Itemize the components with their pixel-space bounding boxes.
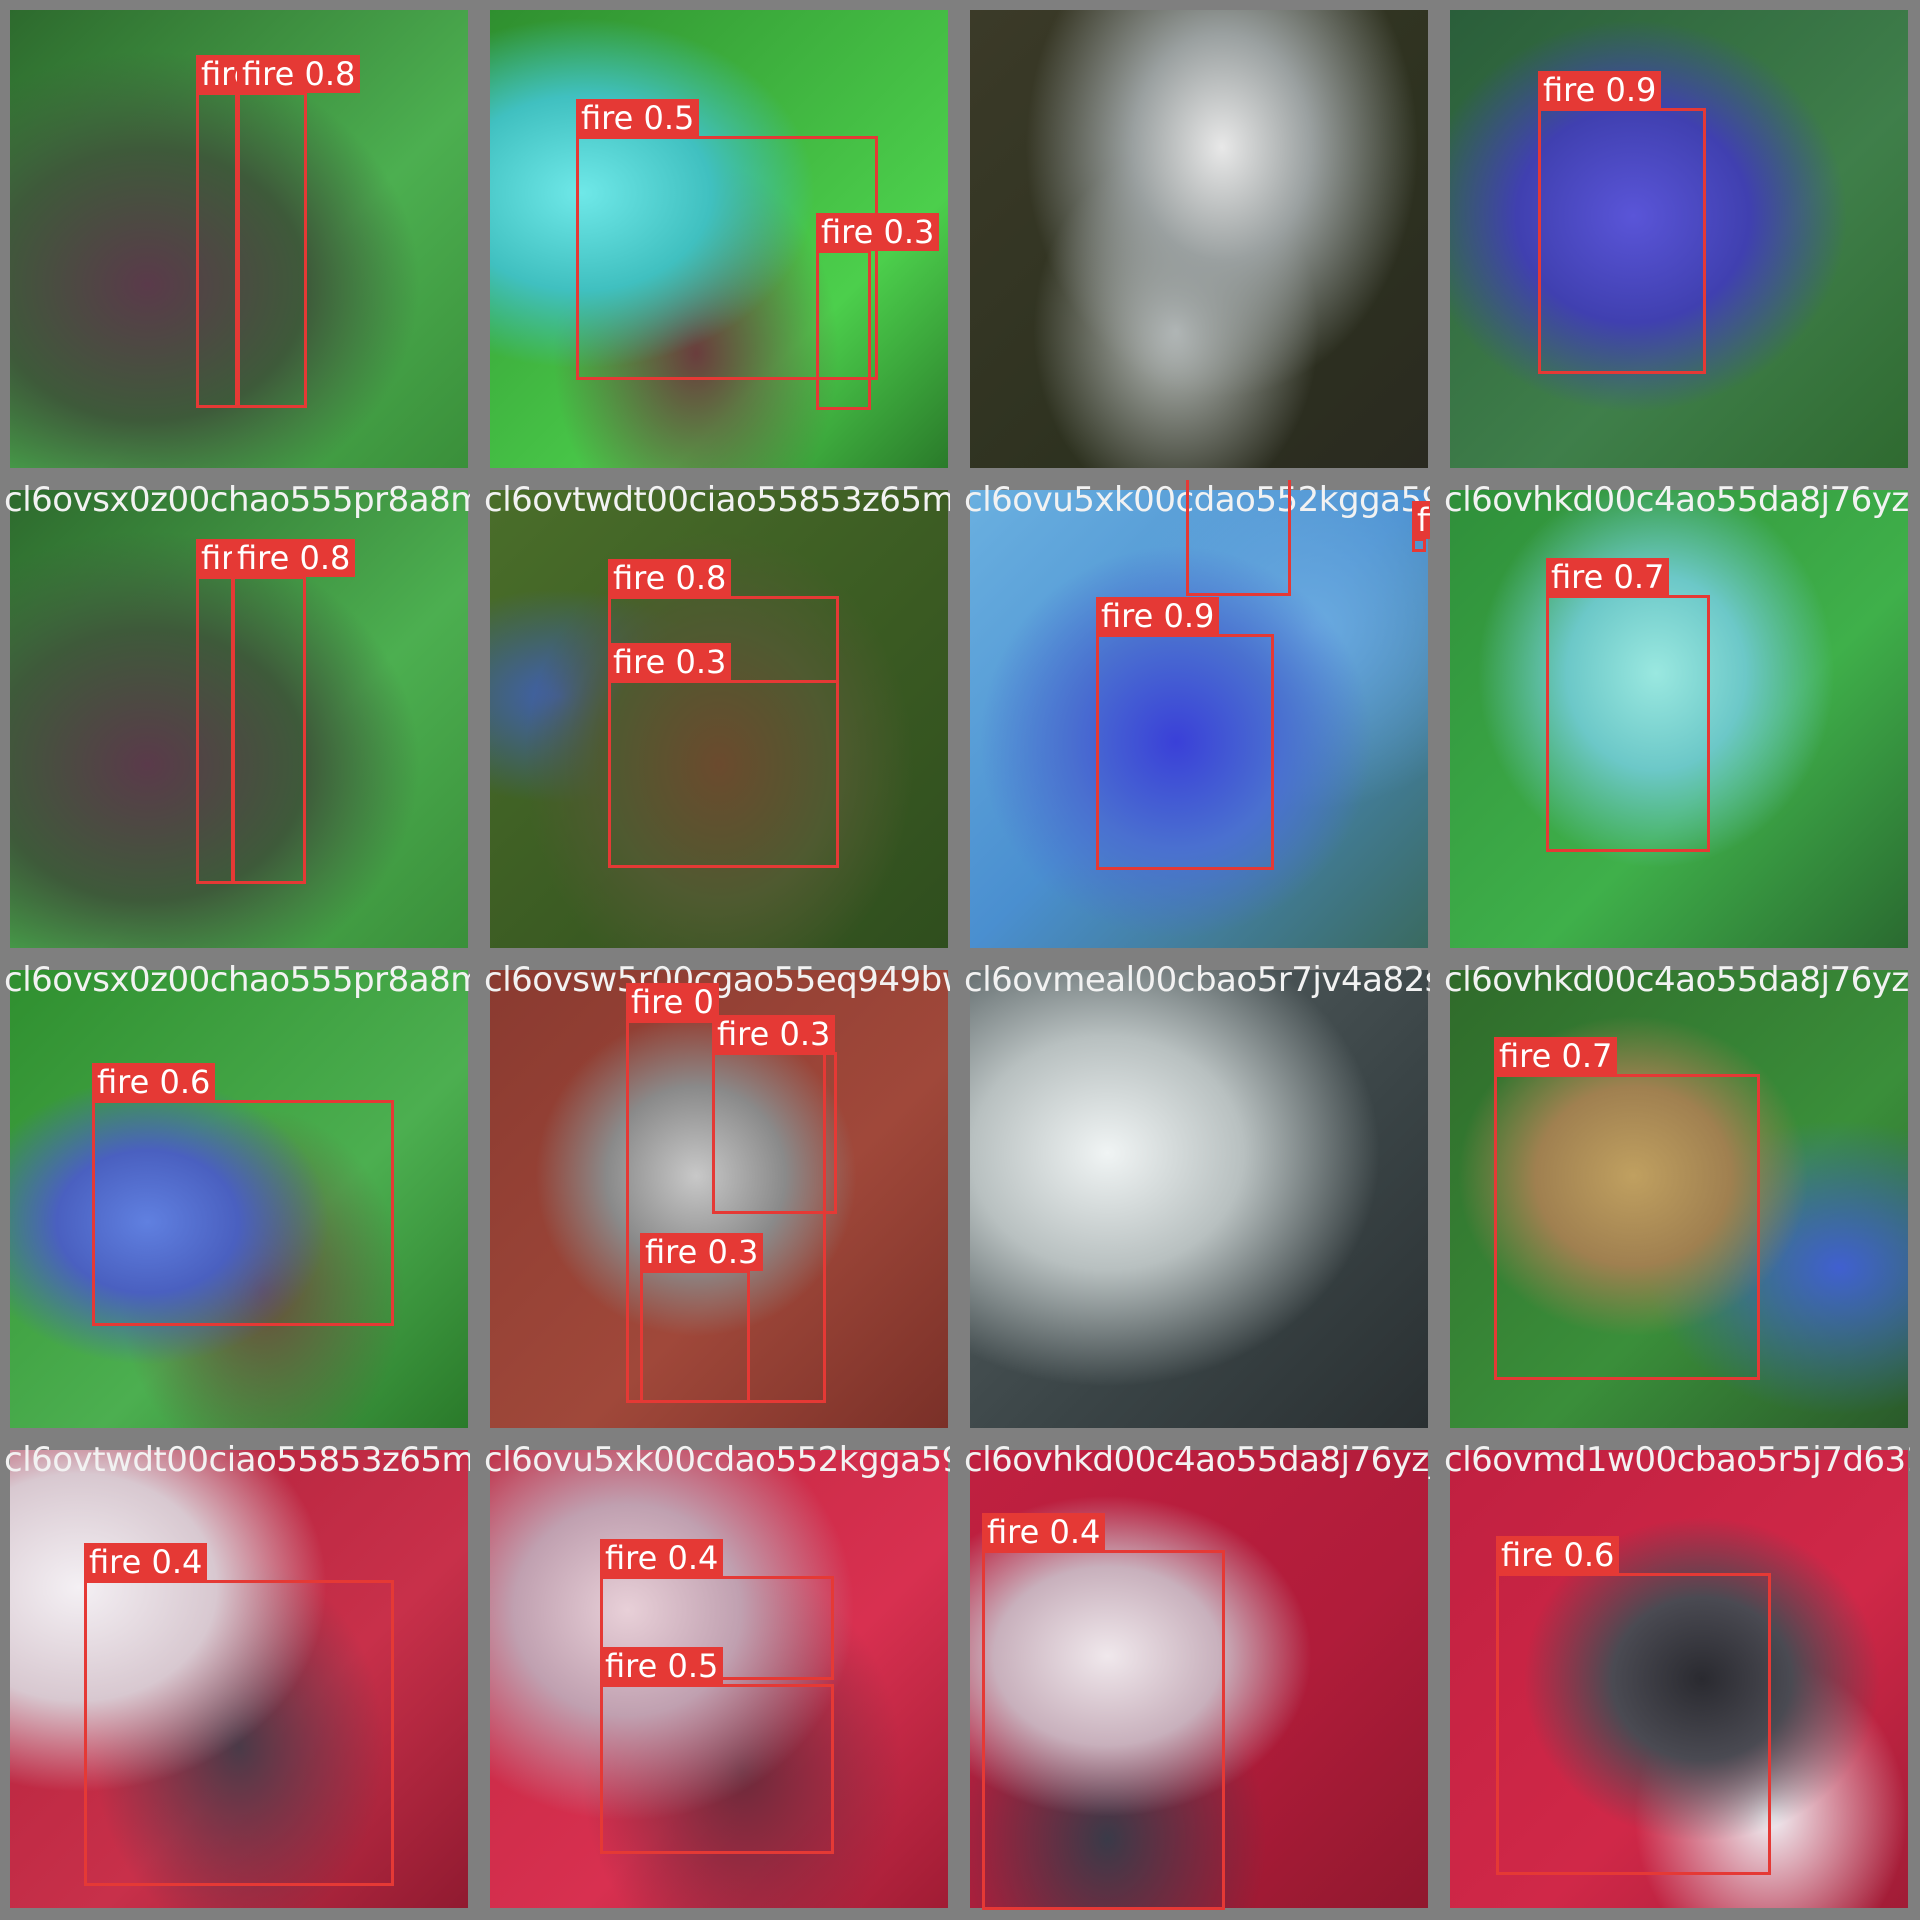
detection-label: fire 0.8 (232, 539, 356, 577)
detection-box: fire 0.5 (600, 1647, 834, 1854)
detection-box: fire 0.4 (600, 1539, 834, 1680)
detection-label: fire 0.3 (640, 1233, 764, 1271)
image-tile: fire 0.5 fire 0.3 (480, 0, 950, 470)
detection-box: fire 0.4 (84, 1543, 394, 1886)
detection-label: fire 0.8 (608, 559, 732, 597)
satellite-image (1450, 490, 1908, 948)
detection-box: fire 0.3 (640, 1233, 764, 1403)
image-tile: cl6ovu5xk00cdao552kgga59g_l1_TRUE_COLORf… (960, 480, 1430, 950)
image-tile: cl6ovsx0z00chao555pr8a8md_l4_FALSE_COLOR… (0, 480, 470, 950)
detection-label: fire 0.5 (600, 1647, 724, 1685)
image-tile: cl6ovsw5r00cgao55eq949bw6_l1_TRUE_COLORf… (480, 960, 950, 1430)
detection-label: fire 0.8 (237, 55, 361, 93)
detection-box: fire 0.7 (1546, 558, 1710, 852)
detection-label: fire 0.7 (1546, 558, 1670, 596)
image-tile: cl6ovmd1w00cbao5r5j7d631zt_l1_TRUE_COLOR… (1440, 1440, 1910, 1910)
detection-box: fire 0.7 (196, 539, 320, 884)
detection-box: fire 0.4 (982, 1513, 1225, 1910)
satellite-image (970, 970, 1428, 1428)
detection-label: fire 0.3 (712, 1015, 836, 1053)
image-tile: cl6ovmeal00cbao5r7jv4a82sl_l4_FALSE_COLO… (960, 960, 1430, 1430)
detection-box: fire 0.4 (1186, 480, 1291, 596)
detection-label: fire 0.9 (1096, 597, 1220, 635)
satellite-image (1450, 10, 1908, 468)
image-tile: cl6ovtwdt00ciao55853z65mc fire 0.4 (0, 1440, 470, 1910)
detection-label: fire 0.9 (1538, 71, 1662, 109)
detection-label: fire 0.4 (600, 1539, 724, 1577)
image-tile: cl6ovhkd00c4ao55da8j76yz fire 0.7 (1440, 960, 1910, 1430)
detection-label: fire 0.5 (576, 99, 700, 137)
detection-box: fire 0.8 (232, 539, 356, 884)
detection-box: fire 0.9 (1538, 71, 1706, 374)
detection-box: fire 0.5 (576, 99, 878, 380)
image-tile: cl6ovtwdt00ciao55853z65mc_l6_SWIR_jpgfir… (480, 480, 950, 950)
detection-label: fire 0.6 (92, 1063, 216, 1101)
image-tile: cl6ovhkd00c4ao55da8j76yz fire 0.7 (1440, 480, 1910, 950)
detection-box: fire 0.6 (1496, 1536, 1771, 1875)
satellite-image (970, 10, 1428, 468)
detection-box: fire 0.9 (1096, 597, 1274, 870)
detection-label: fire 0.3 (816, 213, 940, 251)
detection-label: fire 0.4 (84, 1543, 208, 1581)
image-tile: fire 0.9 (1440, 0, 1910, 470)
detection-box: fire 0.3 (816, 213, 940, 410)
image-tile: cl6ovhkd00c4ao55da8j76yz_l2_FALSE_COLORf… (960, 1440, 1430, 1910)
detection-label: fire 0.6 (1496, 1536, 1620, 1574)
image-tile: fire 0.6fire 0.8 (0, 0, 470, 470)
image-tile (960, 0, 1430, 470)
detection-box: fire 0.3 (1412, 501, 1430, 552)
satellite-image (1450, 1450, 1908, 1908)
detection-label: fire 0.4 (982, 1513, 1106, 1551)
satellite-image (970, 490, 1428, 948)
detection-box: fire 0.8 (237, 55, 361, 408)
image-tile: cl6ovu5xk00cdao552kgga59g fire 0.4 fire 0.… (480, 1440, 950, 1910)
detection-box: fire 0.6 (92, 1063, 394, 1326)
detection-box: fire 0.3 (712, 1015, 837, 1214)
detection-label: fire 0 (626, 983, 719, 1021)
detection-box: fire 0.7 (1494, 1037, 1760, 1380)
image-tile: cl6ovsx0z00chao555pr8a8md_l6_SWIR_jpgfir… (0, 960, 470, 1430)
detection-label: fire 0.3 (1412, 501, 1430, 539)
detection-label: fire 0.3 (608, 643, 732, 681)
detection-box: fire 0.6 (196, 55, 320, 408)
detection-box: fire 0.3 (608, 643, 839, 868)
detection-label: fire 0.7 (1494, 1037, 1618, 1075)
